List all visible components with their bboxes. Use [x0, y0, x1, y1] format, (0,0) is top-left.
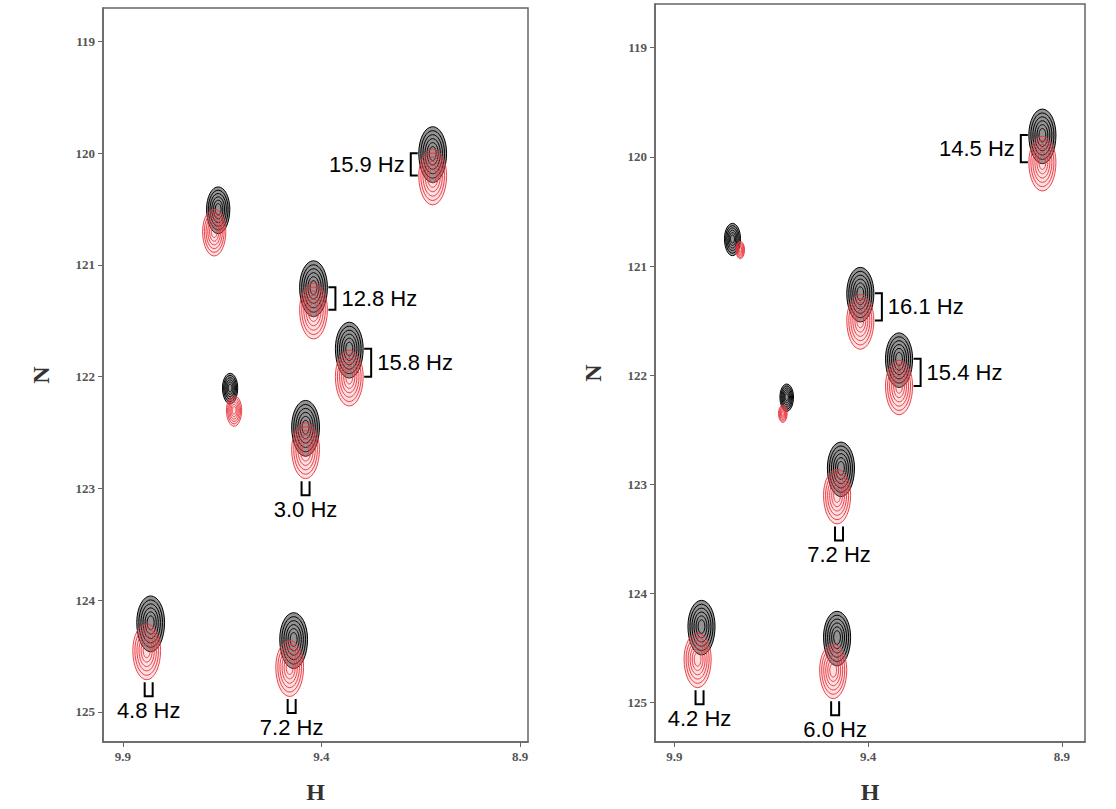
- svg-text:15.4 Hz: 15.4 Hz: [927, 360, 1003, 385]
- svg-text:16.1 Hz: 16.1 Hz: [888, 294, 964, 319]
- svg-text:8.9: 8.9: [512, 749, 529, 764]
- svg-text:120: 120: [76, 146, 96, 161]
- svg-text:123: 123: [628, 477, 648, 492]
- svg-text:122: 122: [628, 368, 648, 383]
- svg-text:H: H: [861, 779, 880, 805]
- svg-text:125: 125: [76, 704, 96, 719]
- svg-text:123: 123: [76, 481, 96, 496]
- svg-text:6.0 Hz: 6.0 Hz: [803, 717, 867, 742]
- svg-text:119: 119: [628, 40, 647, 55]
- svg-text:12.8 Hz: 12.8 Hz: [341, 286, 417, 311]
- svg-text:15.9 Hz: 15.9 Hz: [329, 152, 405, 177]
- svg-text:8.9: 8.9: [1054, 749, 1071, 764]
- svg-text:7.2 Hz: 7.2 Hz: [260, 715, 324, 740]
- svg-text:4.2 Hz: 4.2 Hz: [668, 706, 732, 731]
- svg-text:120: 120: [628, 149, 648, 164]
- svg-text:9.4: 9.4: [313, 749, 330, 764]
- svg-text:124: 124: [628, 586, 648, 601]
- svg-text:121: 121: [628, 259, 648, 274]
- svg-text:125: 125: [628, 695, 648, 710]
- svg-text:N: N: [580, 364, 606, 382]
- svg-text:9.9: 9.9: [115, 749, 132, 764]
- svg-text:9.4: 9.4: [860, 749, 877, 764]
- svg-text:7.2 Hz: 7.2 Hz: [807, 542, 871, 567]
- svg-text:121: 121: [76, 257, 96, 272]
- svg-text:14.5 Hz: 14.5 Hz: [939, 136, 1015, 161]
- svg-text:15.8 Hz: 15.8 Hz: [377, 350, 453, 375]
- svg-text:3.0 Hz: 3.0 Hz: [274, 497, 338, 522]
- svg-text:9.9: 9.9: [666, 749, 683, 764]
- svg-text:122: 122: [76, 369, 96, 384]
- svg-text:4.8 Hz: 4.8 Hz: [117, 698, 181, 723]
- svg-text:124: 124: [76, 593, 96, 608]
- svg-text:N: N: [28, 366, 54, 384]
- svg-text:H: H: [306, 779, 325, 805]
- svg-text:119: 119: [76, 34, 95, 49]
